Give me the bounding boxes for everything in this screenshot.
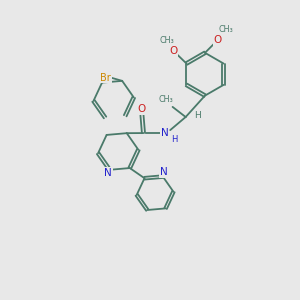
Text: CH₃: CH₃ [218, 26, 233, 34]
Text: O: O [213, 35, 222, 45]
Text: H: H [194, 111, 201, 120]
Text: CH₃: CH₃ [160, 36, 175, 45]
Text: O: O [138, 104, 146, 114]
Text: N: N [161, 128, 169, 138]
Text: O: O [169, 46, 177, 56]
Text: N: N [104, 168, 112, 178]
Text: Br: Br [100, 73, 111, 83]
Text: CH₃: CH₃ [158, 95, 173, 104]
Text: N: N [160, 167, 167, 177]
Text: H: H [171, 135, 177, 144]
